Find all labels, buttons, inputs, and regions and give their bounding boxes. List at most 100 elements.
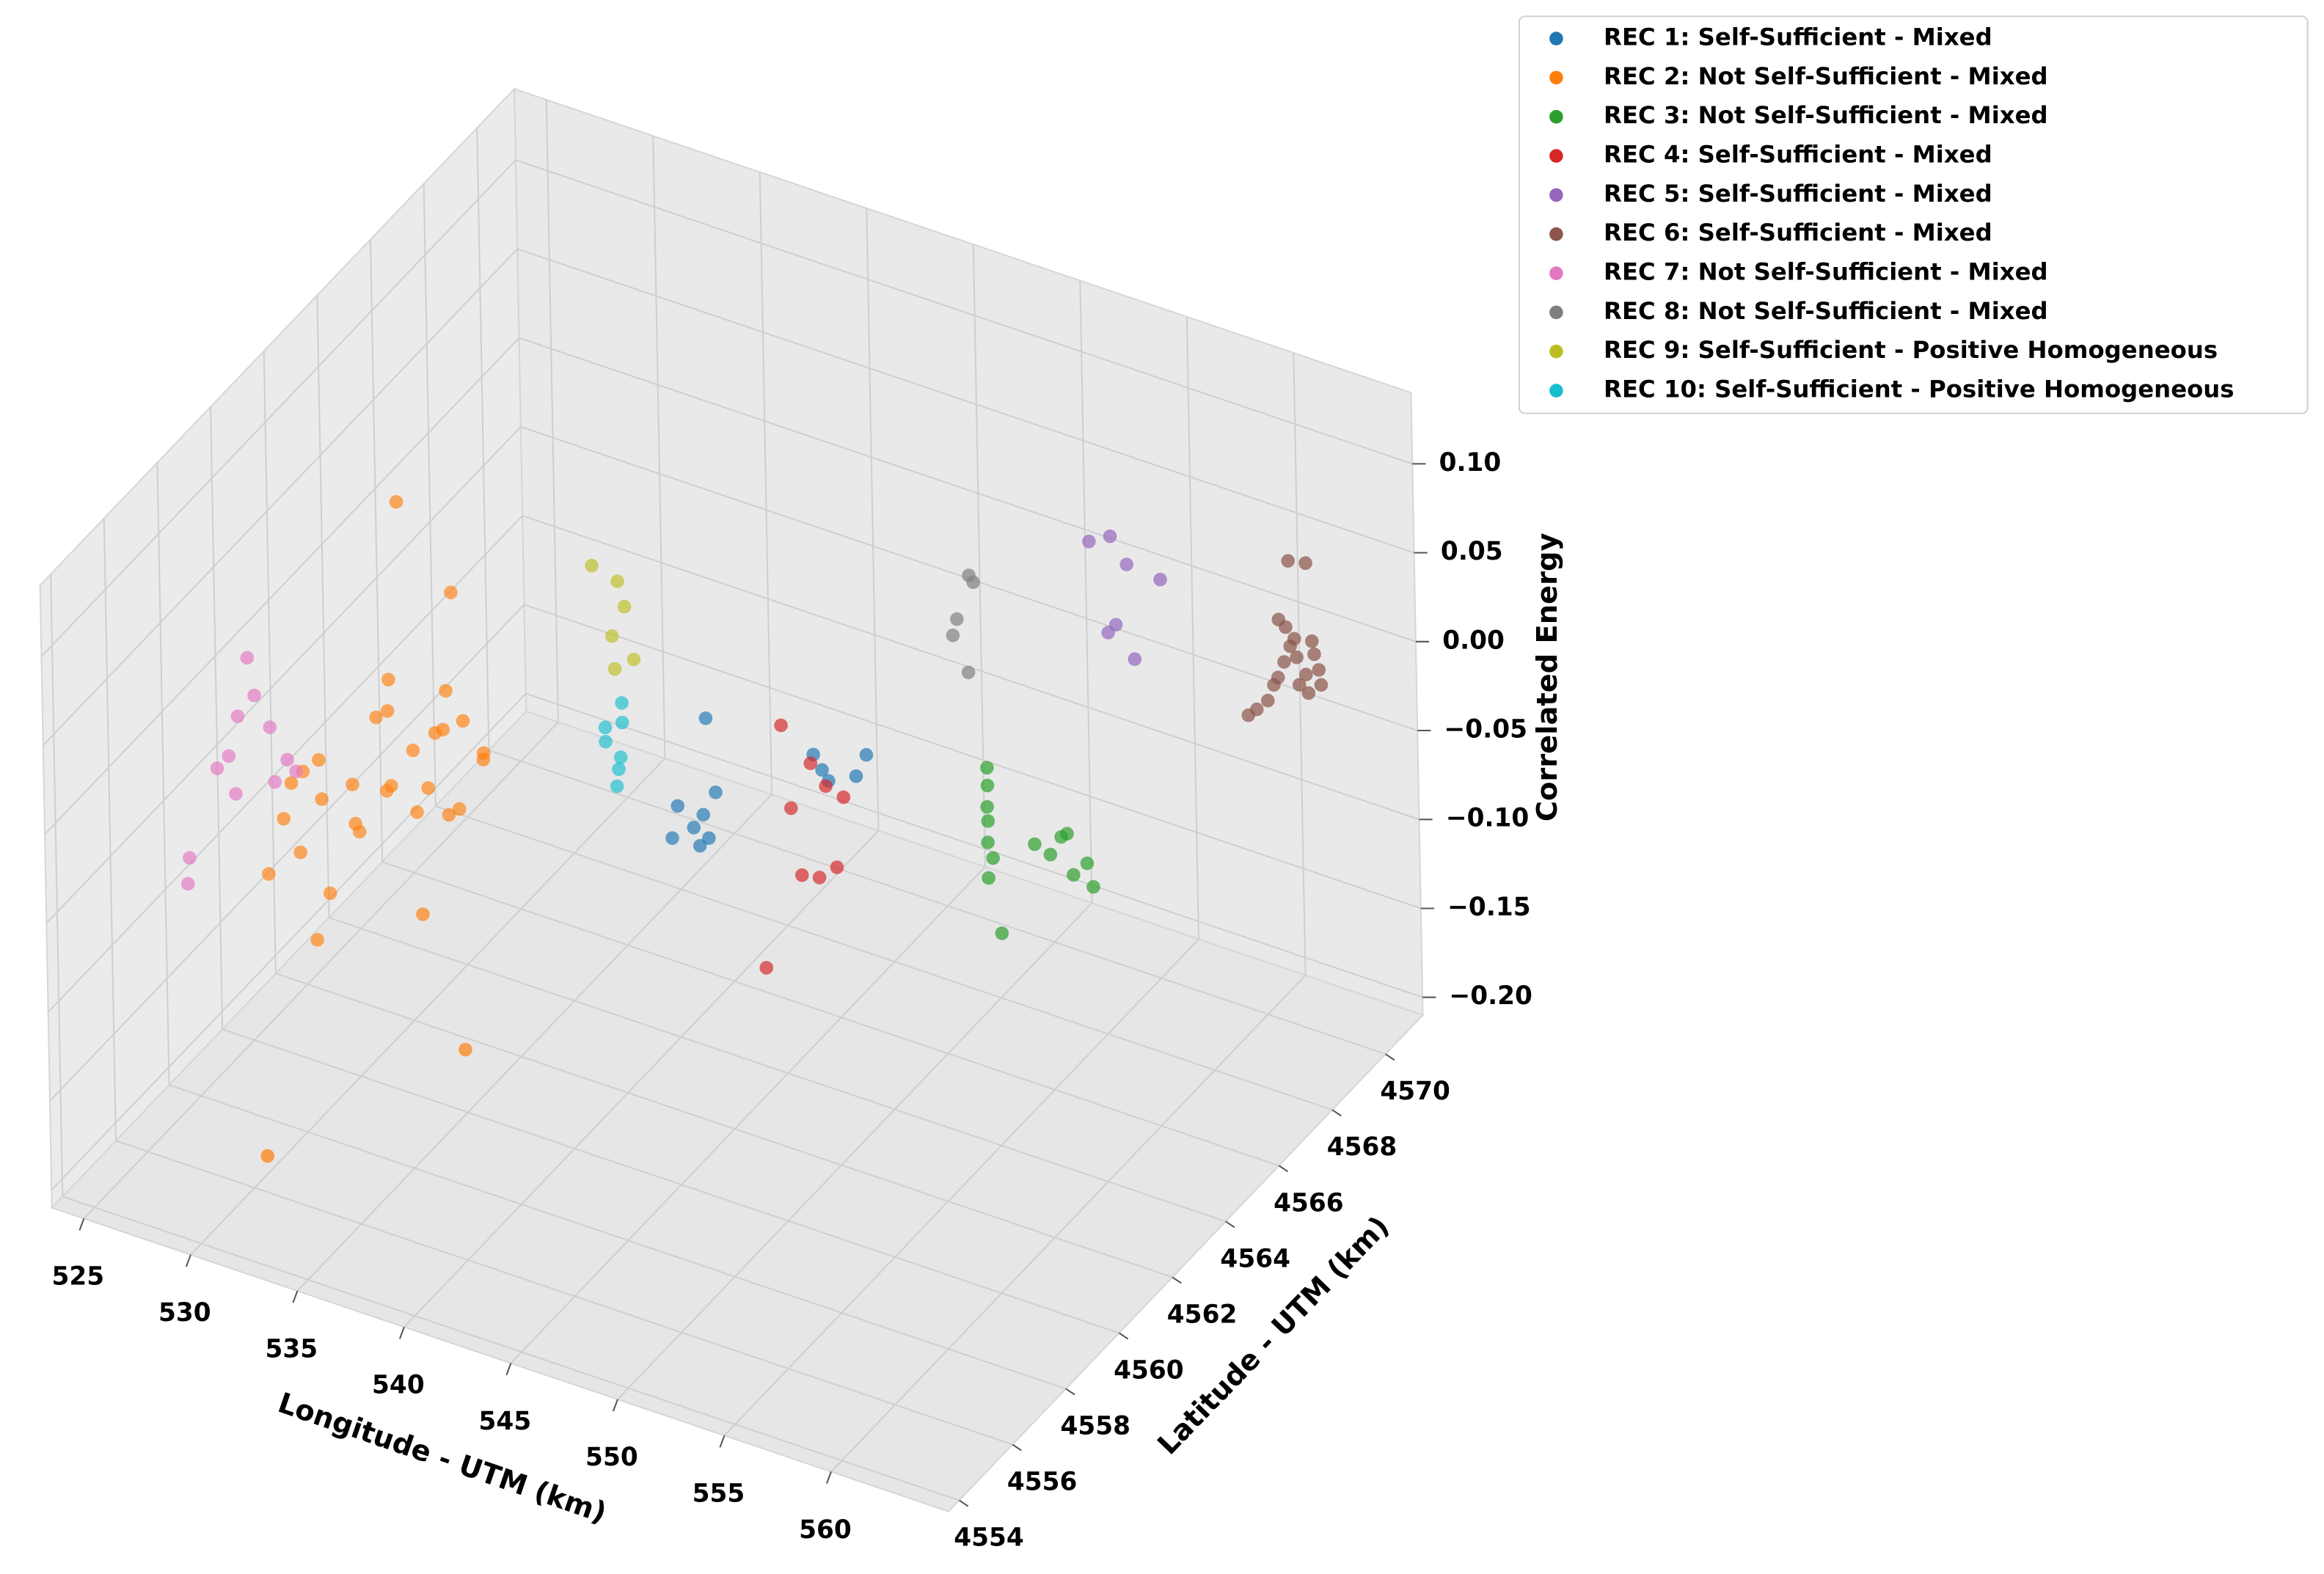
x-tick (826, 1471, 832, 1485)
point (1277, 655, 1291, 669)
point (980, 778, 995, 793)
grid-line (652, 136, 666, 758)
legend-label: REC 5: Self-Sufficient - Mixed (1604, 180, 1992, 208)
point (961, 665, 976, 680)
point (268, 775, 282, 789)
point (859, 747, 874, 762)
y-tick-label: 4564 (1220, 1244, 1290, 1273)
point (615, 715, 629, 730)
grid-line (525, 692, 1423, 998)
point (289, 764, 303, 779)
grid-line (519, 337, 1417, 643)
grid-line (545, 99, 559, 722)
y-tick-label: 4558 (1061, 1411, 1131, 1441)
point (784, 801, 798, 816)
point (284, 776, 299, 790)
point (849, 769, 863, 783)
grid-line (44, 337, 520, 835)
grid-line (489, 750, 1386, 1055)
grid-line (50, 574, 64, 1197)
point (439, 684, 453, 698)
grid-line (423, 183, 436, 807)
point (665, 831, 679, 845)
legend-marker (1549, 32, 1563, 45)
point (280, 753, 294, 767)
x-tick-label: 535 (266, 1334, 318, 1363)
point (604, 629, 619, 643)
point (453, 802, 467, 816)
point (444, 585, 458, 600)
point (315, 792, 329, 806)
grid-line (190, 758, 666, 1256)
point (995, 926, 1009, 940)
point (986, 851, 1000, 865)
panes (39, 87, 1425, 1512)
legend-marker (1549, 227, 1563, 241)
z-axis-label: Correlated Energy (1531, 532, 1564, 821)
point (815, 763, 829, 777)
point (1080, 856, 1095, 871)
point (310, 933, 324, 947)
point (277, 811, 291, 826)
point (1028, 837, 1042, 852)
point (982, 871, 995, 885)
legend-label: REC 6: Self-Sufficient - Mixed (1604, 219, 1992, 246)
grid-line (62, 1196, 960, 1501)
point (442, 808, 456, 822)
point (369, 710, 383, 725)
point (709, 785, 723, 799)
point (389, 494, 403, 509)
point (1298, 556, 1312, 571)
point (585, 558, 599, 573)
grid-line (369, 239, 384, 863)
y-tick (1331, 1109, 1342, 1117)
point (693, 838, 707, 853)
grid-line (476, 128, 490, 751)
point (980, 799, 994, 814)
y-tick-label: 4570 (1380, 1077, 1450, 1106)
x-tick-label: 540 (372, 1371, 425, 1400)
y-tick (1172, 1276, 1182, 1284)
point (410, 805, 424, 819)
legend-marker (1549, 109, 1563, 124)
x-tick-label: 525 (52, 1262, 105, 1292)
point (436, 722, 450, 737)
grid-line (830, 974, 1307, 1473)
point (1060, 827, 1074, 841)
point (1082, 534, 1096, 549)
point (812, 871, 827, 885)
legend-marker (1549, 266, 1563, 280)
point (696, 808, 710, 822)
legend-label: REC 3: Not Self-Sufficient - Mixed (1604, 101, 2048, 129)
z-tick-label: 0.05 (1441, 537, 1503, 566)
z-tick-label: 0.10 (1439, 448, 1502, 477)
point (1067, 868, 1081, 882)
legend-marker (1549, 188, 1563, 202)
y-tick (1012, 1443, 1022, 1452)
legend-label: REC 10: Self-Sufficient - Positive Homog… (1604, 376, 2234, 403)
point (1119, 557, 1134, 571)
point (774, 718, 788, 733)
legend-label: REC 7: Not Self-Sufficient - Mixed (1604, 258, 2048, 286)
point (247, 688, 261, 703)
x-tick-label: 545 (479, 1407, 532, 1436)
legend-marker (1549, 305, 1563, 320)
point (803, 756, 818, 770)
x-tick (505, 1363, 512, 1376)
x-axis-label: Longitude - UTM (km) (274, 1386, 610, 1530)
x-tick-label: 560 (799, 1515, 852, 1545)
z-tick-label: 0.00 (1442, 626, 1505, 655)
legend-marker (1549, 70, 1563, 85)
z-tick-label: −0.10 (1446, 804, 1529, 833)
point (981, 835, 995, 849)
x-tick (185, 1254, 191, 1267)
grid-line (723, 938, 1199, 1436)
x-tick (719, 1435, 726, 1448)
point (980, 761, 994, 775)
point (240, 651, 255, 665)
point (416, 907, 430, 921)
legend-label: REC 1: Self-Sufficient - Mixed (1604, 23, 1992, 51)
grid-line (210, 406, 224, 1030)
point (183, 851, 197, 865)
